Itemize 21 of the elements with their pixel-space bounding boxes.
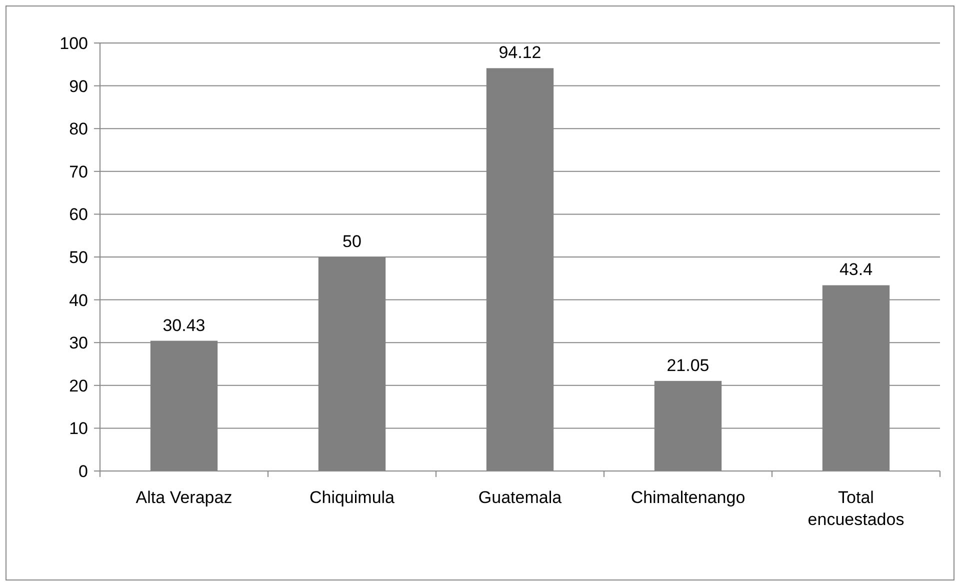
y-tick-label: 30 bbox=[69, 334, 88, 353]
data-label: 94.12 bbox=[498, 43, 542, 62]
x-tick-label: Chimaltenango bbox=[630, 488, 746, 507]
y-tick-label: 10 bbox=[69, 419, 88, 438]
data-label: 21.05 bbox=[666, 356, 710, 375]
y-tick-label: 60 bbox=[69, 205, 88, 224]
y-tick-label: 40 bbox=[69, 290, 88, 310]
x-tick-label: Chiquimula bbox=[309, 488, 396, 507]
data-label: 30.43 bbox=[162, 316, 206, 335]
data-label: 50 bbox=[342, 232, 362, 251]
data-label: 43.4 bbox=[839, 260, 873, 280]
y-tick-label: 100 bbox=[60, 34, 88, 53]
y-tick-label: 80 bbox=[69, 120, 88, 139]
x-tick-label: Guatemala bbox=[478, 488, 562, 507]
x-tick-label: Total encuestados bbox=[808, 488, 904, 529]
x-tick-label: Alta Verapaz bbox=[136, 488, 232, 507]
y-tick-label: 0 bbox=[78, 462, 88, 481]
y-tick-label: 70 bbox=[69, 162, 88, 182]
y-tick-label: 50 bbox=[69, 248, 88, 267]
y-tick-label: 20 bbox=[69, 376, 88, 396]
y-tick-label: 90 bbox=[69, 76, 88, 96]
